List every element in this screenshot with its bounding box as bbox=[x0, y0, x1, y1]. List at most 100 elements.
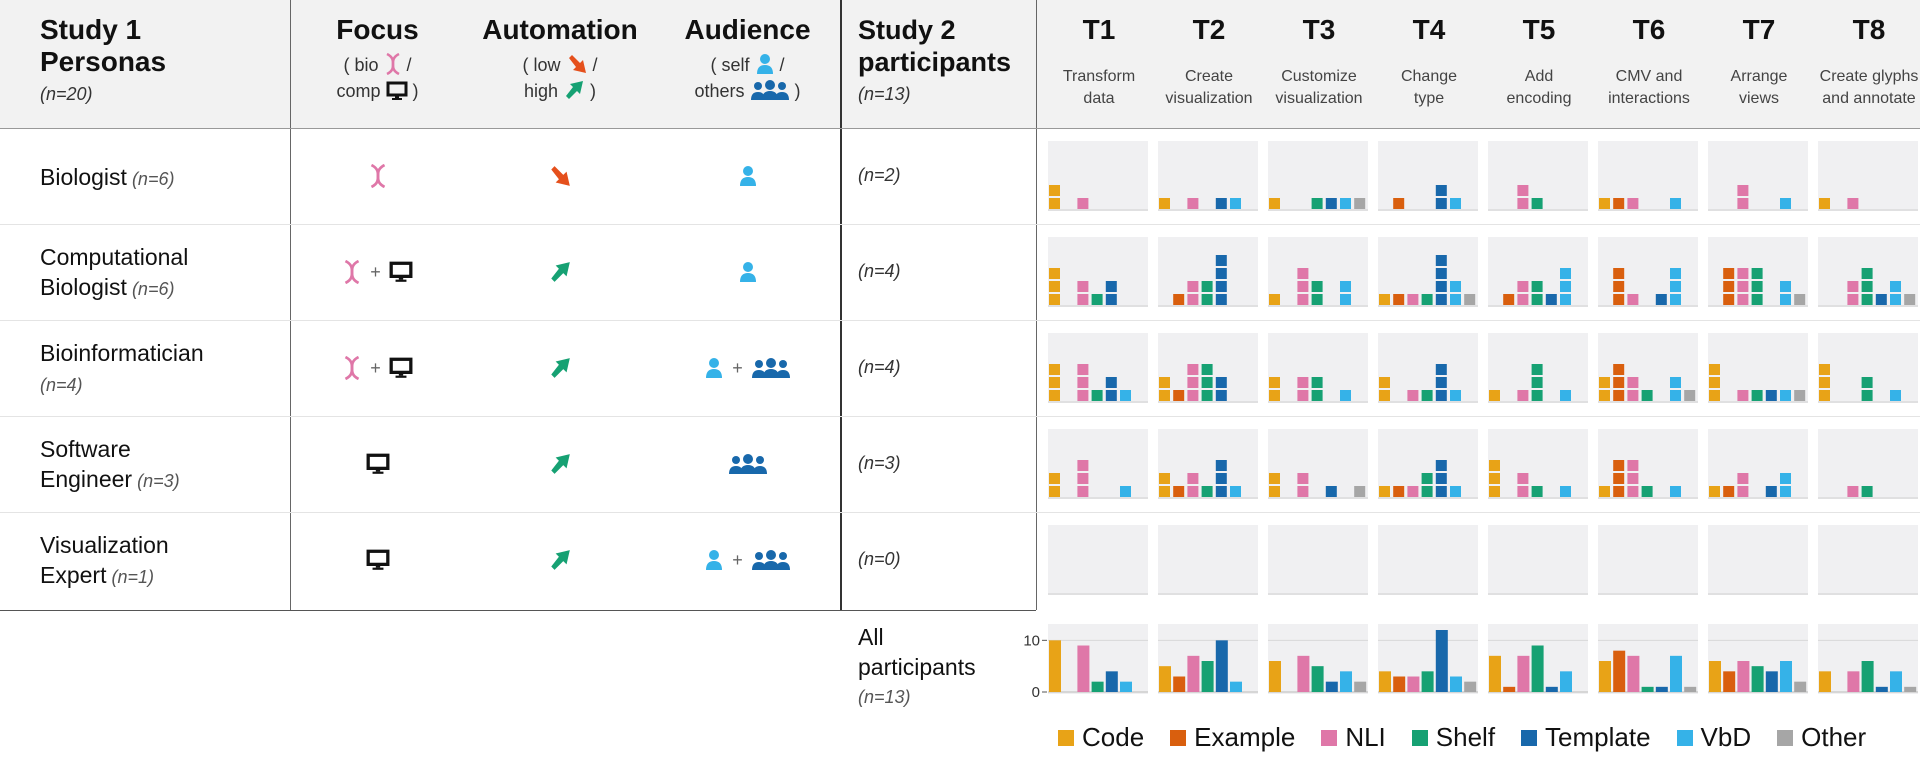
unit-square-shelf bbox=[1421, 486, 1433, 497]
unit-square-nli bbox=[1737, 486, 1749, 497]
person-icon bbox=[756, 54, 773, 74]
unit-square-example bbox=[1613, 294, 1625, 305]
unit-square-code bbox=[1379, 390, 1390, 401]
automation-cell bbox=[465, 258, 655, 286]
task-id: T1 bbox=[1082, 14, 1116, 45]
unit-square-vbd bbox=[1340, 198, 1351, 209]
persona-n: (n=6) bbox=[126, 169, 175, 189]
unit-square-vbd bbox=[1450, 294, 1461, 305]
unit-square-template bbox=[1435, 473, 1447, 484]
persona-name: Visualization Expert (n=1) bbox=[40, 532, 169, 588]
unit-square-nli bbox=[1407, 486, 1419, 497]
unit-square-vbd bbox=[1340, 294, 1351, 305]
unit-square-template bbox=[1765, 390, 1777, 401]
legend-item-nli: NLI bbox=[1321, 722, 1386, 753]
audience-cell: + bbox=[655, 354, 840, 382]
unit-square-nli bbox=[1737, 390, 1749, 401]
unit-square-code bbox=[1709, 364, 1720, 375]
group-icon bbox=[728, 454, 767, 474]
focus-cell bbox=[290, 162, 465, 190]
unit-square-template bbox=[1435, 294, 1447, 305]
total-bar-other bbox=[1464, 681, 1477, 692]
unit-square-vbd bbox=[1450, 281, 1461, 292]
arrow-up-right-icon bbox=[566, 81, 584, 99]
panel-background bbox=[1598, 141, 1698, 211]
unit-square-template bbox=[1215, 486, 1227, 497]
unit-square-template bbox=[1435, 281, 1447, 292]
automation-cell bbox=[465, 162, 655, 190]
unit-square-template bbox=[1215, 255, 1227, 266]
task-description: Create glyphs and annotate bbox=[1819, 68, 1919, 107]
unit-square-nli bbox=[1737, 185, 1749, 196]
panel-background bbox=[1048, 525, 1148, 595]
legend-label: VbD bbox=[1700, 722, 1752, 752]
unit-square-nli bbox=[1847, 294, 1859, 305]
unit-square-example bbox=[1613, 460, 1625, 471]
task-description: Change type bbox=[1400, 68, 1458, 107]
unit-square-example bbox=[1503, 294, 1515, 305]
task-id: T4 bbox=[1412, 14, 1446, 45]
unit-square-code bbox=[1379, 377, 1390, 388]
unit-square-code bbox=[1599, 486, 1610, 497]
unit-square-shelf bbox=[1311, 198, 1323, 209]
unit-square-nli bbox=[1077, 198, 1089, 209]
unit-square-nli bbox=[1297, 473, 1309, 484]
unit-square-other bbox=[1354, 198, 1366, 209]
total-bar-template bbox=[1765, 671, 1778, 692]
legend-label: Code bbox=[1082, 722, 1145, 752]
focus-header: Focus ( bio / comp ) bbox=[290, 14, 465, 104]
persona-name: Biologist (n=6) bbox=[40, 164, 175, 190]
unit-square-nli bbox=[1847, 198, 1859, 209]
legend-label: Example bbox=[1194, 722, 1296, 752]
unit-square-template bbox=[1435, 364, 1447, 375]
unit-square-nli bbox=[1627, 486, 1639, 497]
unit-square-nli bbox=[1187, 390, 1199, 401]
unit-square-template bbox=[1215, 294, 1227, 305]
unit-square-other bbox=[1904, 294, 1916, 305]
task-header-t2: T2 Create visualization bbox=[1158, 14, 1260, 110]
unit-square-nli bbox=[1517, 486, 1529, 497]
unit-square-example bbox=[1613, 473, 1625, 484]
task-id: T5 bbox=[1522, 14, 1556, 45]
unit-square-code bbox=[1709, 486, 1720, 497]
unit-square-shelf bbox=[1531, 377, 1543, 388]
task-description: CMV and interactions bbox=[1608, 68, 1690, 107]
panel-background bbox=[1598, 237, 1698, 307]
unit-square-nli bbox=[1517, 185, 1529, 196]
unit-square-template bbox=[1875, 294, 1887, 305]
unit-square-code bbox=[1819, 364, 1830, 375]
unit-square-code bbox=[1709, 377, 1720, 388]
unit-square-nli bbox=[1187, 364, 1199, 375]
unit-square-shelf bbox=[1531, 486, 1543, 497]
total-bar-code bbox=[1819, 671, 1831, 692]
unit-square-code bbox=[1489, 390, 1500, 401]
total-bar-nli bbox=[1737, 661, 1750, 692]
unit-square-shelf bbox=[1641, 486, 1653, 497]
monitor-icon bbox=[366, 453, 389, 474]
unit-square-code bbox=[1819, 390, 1830, 401]
unit-square-shelf bbox=[1311, 281, 1323, 292]
unit-square-example bbox=[1393, 486, 1405, 497]
unit-square-nli bbox=[1077, 390, 1089, 401]
legend-item-example: Example bbox=[1170, 722, 1295, 753]
unit-square-example bbox=[1613, 268, 1625, 279]
legend-item-shelf: Shelf bbox=[1411, 722, 1495, 753]
total-bar-nli bbox=[1847, 671, 1860, 692]
unit-square-code bbox=[1599, 198, 1610, 209]
persona-n: (n=6) bbox=[126, 279, 175, 299]
task-id: T6 bbox=[1632, 14, 1666, 45]
unit-square-nli bbox=[1847, 486, 1859, 497]
unit-square-code bbox=[1049, 268, 1060, 279]
unit-square-template bbox=[1105, 294, 1117, 305]
unit-square-vbd bbox=[1780, 294, 1791, 305]
unit-square-vbd bbox=[1230, 198, 1241, 209]
study2-n-cell: (n=4) bbox=[858, 357, 901, 377]
task-description: Transform data bbox=[1062, 68, 1136, 107]
unit-square-shelf bbox=[1861, 294, 1873, 305]
unit-square-shelf bbox=[1201, 364, 1213, 375]
unit-square-vbd bbox=[1780, 486, 1791, 497]
unit-square-shelf bbox=[1751, 281, 1763, 292]
unit-square-nli bbox=[1077, 364, 1089, 375]
total-bar-example bbox=[1503, 686, 1516, 692]
